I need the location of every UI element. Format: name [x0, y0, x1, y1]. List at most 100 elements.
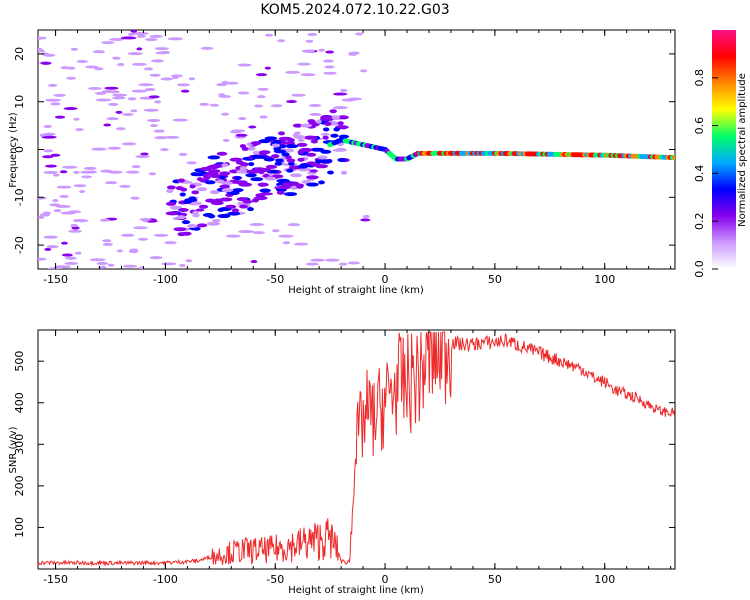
spectrogram-speckle — [324, 65, 335, 69]
spectrogram-speckle — [271, 229, 280, 233]
spectrogram-cluster — [324, 121, 332, 126]
spectrogram-speckle — [154, 47, 169, 51]
spectrogram-speckle — [42, 211, 52, 215]
spectrogram-speckle — [115, 127, 126, 131]
colorbar-tick-label: 0.4 — [693, 165, 706, 183]
spectrogram-cluster — [273, 149, 287, 154]
spectrogram-speckle — [154, 100, 162, 104]
spectrogram-speckle — [61, 241, 68, 245]
spectrogram-speckle — [94, 91, 107, 95]
spectrogram-speckle — [195, 208, 205, 212]
spectrogram-speckle — [115, 110, 123, 114]
spectrogram-cluster — [207, 155, 221, 160]
spectrogram-cluster — [330, 133, 339, 138]
spectrogram-speckle — [67, 256, 75, 260]
spectrogram-cluster — [227, 191, 240, 196]
spectrogram-cluster — [276, 190, 285, 195]
spectrogram-cluster — [296, 142, 308, 147]
spectrogram-speckle — [75, 128, 84, 132]
spectrogram-cluster — [253, 196, 268, 201]
spectrogram-speckle — [120, 233, 135, 237]
spectrogram-speckle — [301, 49, 316, 53]
spectrogram-speckle — [149, 34, 163, 38]
spectrogram-speckle — [285, 70, 301, 74]
spectrogram-speckle — [186, 161, 197, 165]
spectrogram-speckle — [53, 209, 62, 213]
spectrogram-speckle — [178, 152, 188, 156]
x-tick-label: 0 — [382, 273, 389, 286]
spectrogram-cluster — [251, 154, 261, 159]
y-tick-label: 0 — [13, 146, 26, 153]
spectrogram-speckle — [177, 83, 191, 87]
spectrogram-speckle — [138, 83, 154, 87]
spectrogram-cluster — [225, 204, 237, 209]
spectrogram-speckle — [130, 30, 137, 33]
spectrogram-speckle — [73, 184, 87, 188]
spectrogram-cluster — [216, 151, 228, 156]
colorbar-tick-label: 0.6 — [693, 117, 706, 135]
spectrogram-speckle — [154, 136, 169, 140]
spectrogram-speckle — [104, 86, 119, 90]
spectrogram-speckle — [297, 62, 311, 66]
spectrogram-speckle — [148, 95, 160, 99]
spectrogram-cluster — [309, 162, 321, 167]
spectrogram-cluster — [320, 149, 332, 154]
y-tick-label: 20 — [13, 47, 26, 61]
x-tick-label: 100 — [594, 273, 615, 286]
spectrogram-speckle — [42, 155, 54, 159]
spectrogram-speckle — [325, 50, 335, 54]
x-tick-label: -50 — [266, 573, 284, 586]
spectrogram-cluster — [231, 208, 240, 213]
spectrogram-frame — [37, 29, 676, 270]
spectrogram-speckle — [320, 132, 330, 136]
spectrogram-speckle — [61, 253, 73, 257]
spectrogram-cluster — [187, 224, 198, 229]
spectrogram-cluster — [250, 177, 264, 182]
figure-title: KOM5.2024.072.10.22.G03 — [260, 2, 449, 18]
spectrogram-speckle — [216, 83, 228, 87]
spectrogram-cluster — [210, 201, 224, 206]
spectrogram-speckle — [170, 74, 184, 78]
spectrogram-cluster — [258, 151, 268, 156]
spectrogram-speckle — [200, 46, 214, 50]
snr-y-axis-label: SNR (v/v) — [8, 426, 19, 473]
spectrogram-speckle — [121, 142, 137, 146]
spectrogram-cluster — [305, 152, 317, 157]
spectrogram-cluster — [265, 164, 278, 169]
spectrogram-cluster — [217, 208, 225, 213]
spectrogram-speckle — [81, 175, 92, 179]
spectrogram-speckle — [79, 189, 86, 193]
spectrogram-cluster — [292, 133, 300, 138]
spectrogram-cluster — [278, 144, 287, 149]
spectrogram-speckle — [91, 147, 107, 151]
spectrogram-speckle — [355, 32, 363, 36]
spectrogram-speckle — [50, 153, 61, 157]
x-tick-label: -100 — [153, 273, 178, 286]
spectrogram-speckle — [221, 112, 229, 116]
spectrogram-speckle — [237, 91, 250, 95]
spectrogram-speckle — [133, 226, 148, 230]
colorbar-tick-label: 0.8 — [693, 69, 706, 87]
spectrogram-cluster — [216, 179, 225, 184]
spectrogram-cluster — [274, 161, 283, 166]
spectrogram-cluster — [250, 141, 262, 146]
spectrogram-speckle — [41, 135, 57, 139]
spectrogram-speckle — [43, 149, 53, 153]
spectrogram-speckle — [112, 96, 126, 100]
spectrogram-speckle — [74, 251, 82, 255]
spectrogram-speckle — [278, 234, 294, 238]
spectrogram-cluster — [272, 139, 282, 144]
spectrogram-speckle — [164, 135, 180, 139]
snr-series-line — [37, 331, 676, 567]
spectrogram-speckle — [119, 184, 131, 188]
spectrogram-cluster — [246, 146, 256, 151]
spectrogram-speckle — [117, 63, 125, 67]
spectrogram-speckle — [131, 165, 141, 169]
spectrogram-cluster — [182, 199, 192, 204]
spectrogram-speckle — [150, 124, 158, 128]
spectrogram-speckle — [254, 104, 263, 108]
spectrogram-y-ticks: -20 -10 0 10 20 — [13, 47, 675, 254]
spectrogram-speckle — [130, 196, 140, 200]
spectrogram-speckle — [85, 65, 98, 69]
spectrogram-cluster — [337, 157, 347, 162]
